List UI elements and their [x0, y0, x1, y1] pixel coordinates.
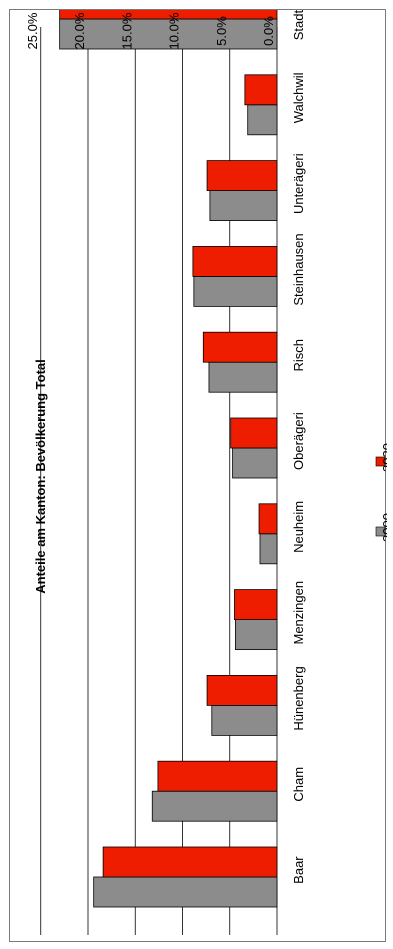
legend-label-2000: 2000: [380, 513, 387, 542]
bar-2000: [93, 876, 278, 908]
tick-label: 10.0%: [167, 12, 182, 49]
bar-2000: [259, 533, 278, 565]
tick-label: 0.0%: [261, 16, 276, 46]
category-labels: Baar Cham Hünenberg Menzingen Neuheim Oberäge…: [291, 10, 306, 884]
bar-2020: [192, 246, 278, 277]
bar-2000: [151, 790, 278, 822]
legend-swatch-2020: [375, 456, 386, 467]
bar-2020: [258, 503, 278, 535]
bars: [59, 10, 278, 908]
category-label: Cham: [291, 767, 306, 802]
bar-2000: [211, 704, 278, 736]
category-label: Menzingen: [291, 581, 306, 645]
category-label: Baar: [291, 856, 306, 884]
bar-2020: [206, 160, 278, 191]
bar-2020: [244, 74, 278, 106]
bar-2000: [247, 104, 278, 136]
chart-frame: Baar Cham Hünenberg Menzingen Neuheim Oberäge…: [9, 9, 387, 942]
bar-2020: [234, 589, 278, 621]
category-label: Oberägeri: [291, 412, 306, 470]
chart-title: Anteile am Kanton: Bevölkerung Total: [33, 359, 48, 594]
bar-2000: [209, 190, 278, 221]
bar-2000: [208, 361, 278, 393]
bar-2020: [59, 10, 278, 20]
legend-swatch-2000: [375, 526, 386, 537]
bar-2020: [157, 760, 278, 792]
bar-2020: [206, 674, 278, 706]
tick-label: 25.0%: [25, 12, 40, 49]
bar-2000: [232, 447, 278, 479]
category-label: Stadt Zug: [291, 10, 306, 40]
category-label: Hünenberg: [291, 666, 306, 730]
bar-chart: Baar Cham Hünenberg Menzingen Neuheim Oberäge…: [25, 10, 387, 935]
value-axis-ticks: 0.0% 5.0% 10.0% 15.0% 20.0% 25.0%: [25, 12, 276, 49]
legend: 2000 2020: [375, 443, 387, 542]
category-label: Walchwil: [291, 72, 306, 123]
bar-2000: [193, 276, 278, 307]
bar-2020: [102, 846, 278, 878]
category-label: Unterägeri: [291, 153, 306, 214]
tick-label: 20.0%: [72, 12, 87, 49]
category-label: Risch: [291, 339, 306, 372]
tick-label: 15.0%: [119, 12, 134, 49]
bar-2020: [230, 417, 278, 449]
bar-2000: [235, 619, 278, 651]
legend-label-2020: 2020: [380, 443, 387, 472]
category-label: Neuheim: [291, 501, 306, 553]
tick-label: 5.0%: [214, 16, 229, 46]
bar-2020: [202, 331, 278, 363]
category-label: Steinhausen: [291, 233, 306, 305]
